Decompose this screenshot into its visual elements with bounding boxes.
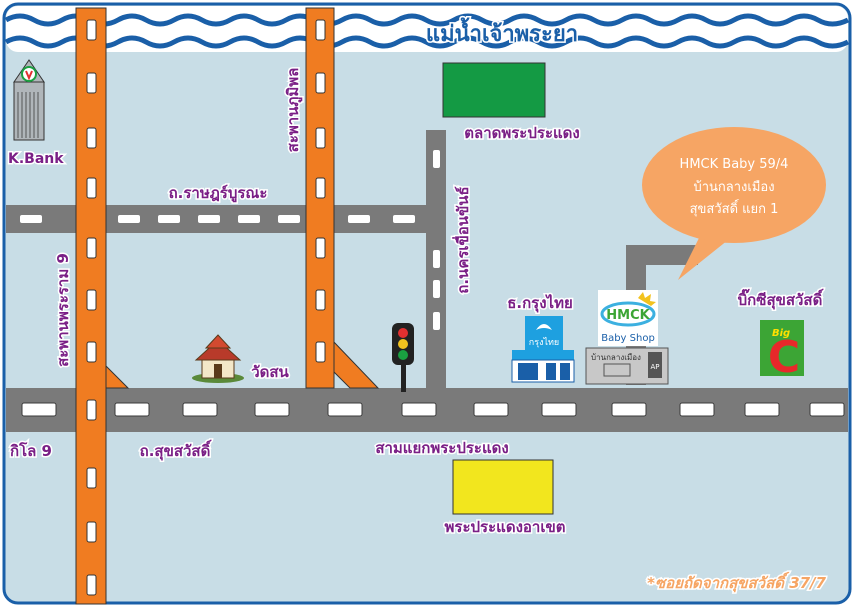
nakhon-khuean-khan-road: [426, 130, 446, 392]
bhumibol-bridge-label: สะพานภูมิพล: [284, 68, 303, 153]
ktb-sign-text: กรุงไทย: [529, 337, 559, 348]
kbank-building-icon: [13, 59, 45, 141]
bubble-line-2: บ้านกลางเมือง: [693, 179, 774, 195]
bigc-logo-icon: Big C: [760, 320, 804, 383]
intersection-label: สามแยกพระประแดง: [375, 439, 508, 457]
hmck-logo-text: HMCK: [606, 308, 650, 323]
kbank-label: K.Bank: [8, 151, 64, 167]
hmck-logo-icon: HMCK Baby Shop: [598, 290, 658, 346]
hmck-shop-text: Baby Shop: [601, 333, 655, 344]
banklang-sign-text: บ้านกลางเมือง: [591, 353, 641, 362]
traffic-light-icon: [392, 323, 414, 392]
banklang-ap-text: AP: [650, 363, 659, 371]
district-office-block: [452, 459, 554, 515]
nakhon-khuean-khan-road-label: ถ.นครเขื่อนขันธ์: [452, 186, 472, 293]
river: [4, 6, 850, 52]
address-bubble: HMCK Baby 59/4 บ้านกลางเมือง สุขสวัสดิ์ …: [642, 127, 826, 280]
bigc-logo-c: C: [768, 332, 800, 383]
banklang-sign-icon: บ้านกลางเมือง AP: [585, 347, 669, 385]
temple-icon: [192, 334, 244, 383]
market-label: ตลาดพระประแดง: [464, 124, 579, 142]
bigc-logo-big: Big: [772, 328, 790, 339]
river-label: แม่น้ำเจ้าพระยา: [426, 17, 578, 47]
sukhumvit-road-label: ถ.สุขสวัสดิ์: [140, 439, 213, 461]
bubble-line-1: HMCK Baby 59/4: [680, 157, 789, 172]
sukhumvit-road: [6, 388, 848, 432]
temple-label: วัดสน: [251, 363, 289, 381]
district-office-label: พระประแดงอาเขต: [445, 518, 566, 536]
ratburana-road: [6, 205, 428, 233]
km9-label: กิโล 9: [10, 441, 52, 460]
bigc-label: บิ๊กซีสุขสวัสดิ์: [738, 288, 825, 310]
bubble-line-3: สุขสวัสดิ์ แยก 1: [690, 199, 779, 217]
bhumibol-bridge: [305, 7, 380, 389]
market-block: [442, 62, 546, 118]
ratburana-road-label: ถ.ราษฎร์บูรณะ: [169, 184, 268, 203]
ktb-building-icon: กรุงไทย: [511, 316, 575, 383]
footnote: *ซอยถัดจากสุขสวัสดิ์ 37/7: [647, 571, 826, 593]
rama9-bridge-label: สะพานพระราม 9: [54, 253, 72, 367]
rama9-bridge: [75, 7, 130, 605]
ktb-label: ธ.กรุงไทย: [507, 293, 573, 313]
